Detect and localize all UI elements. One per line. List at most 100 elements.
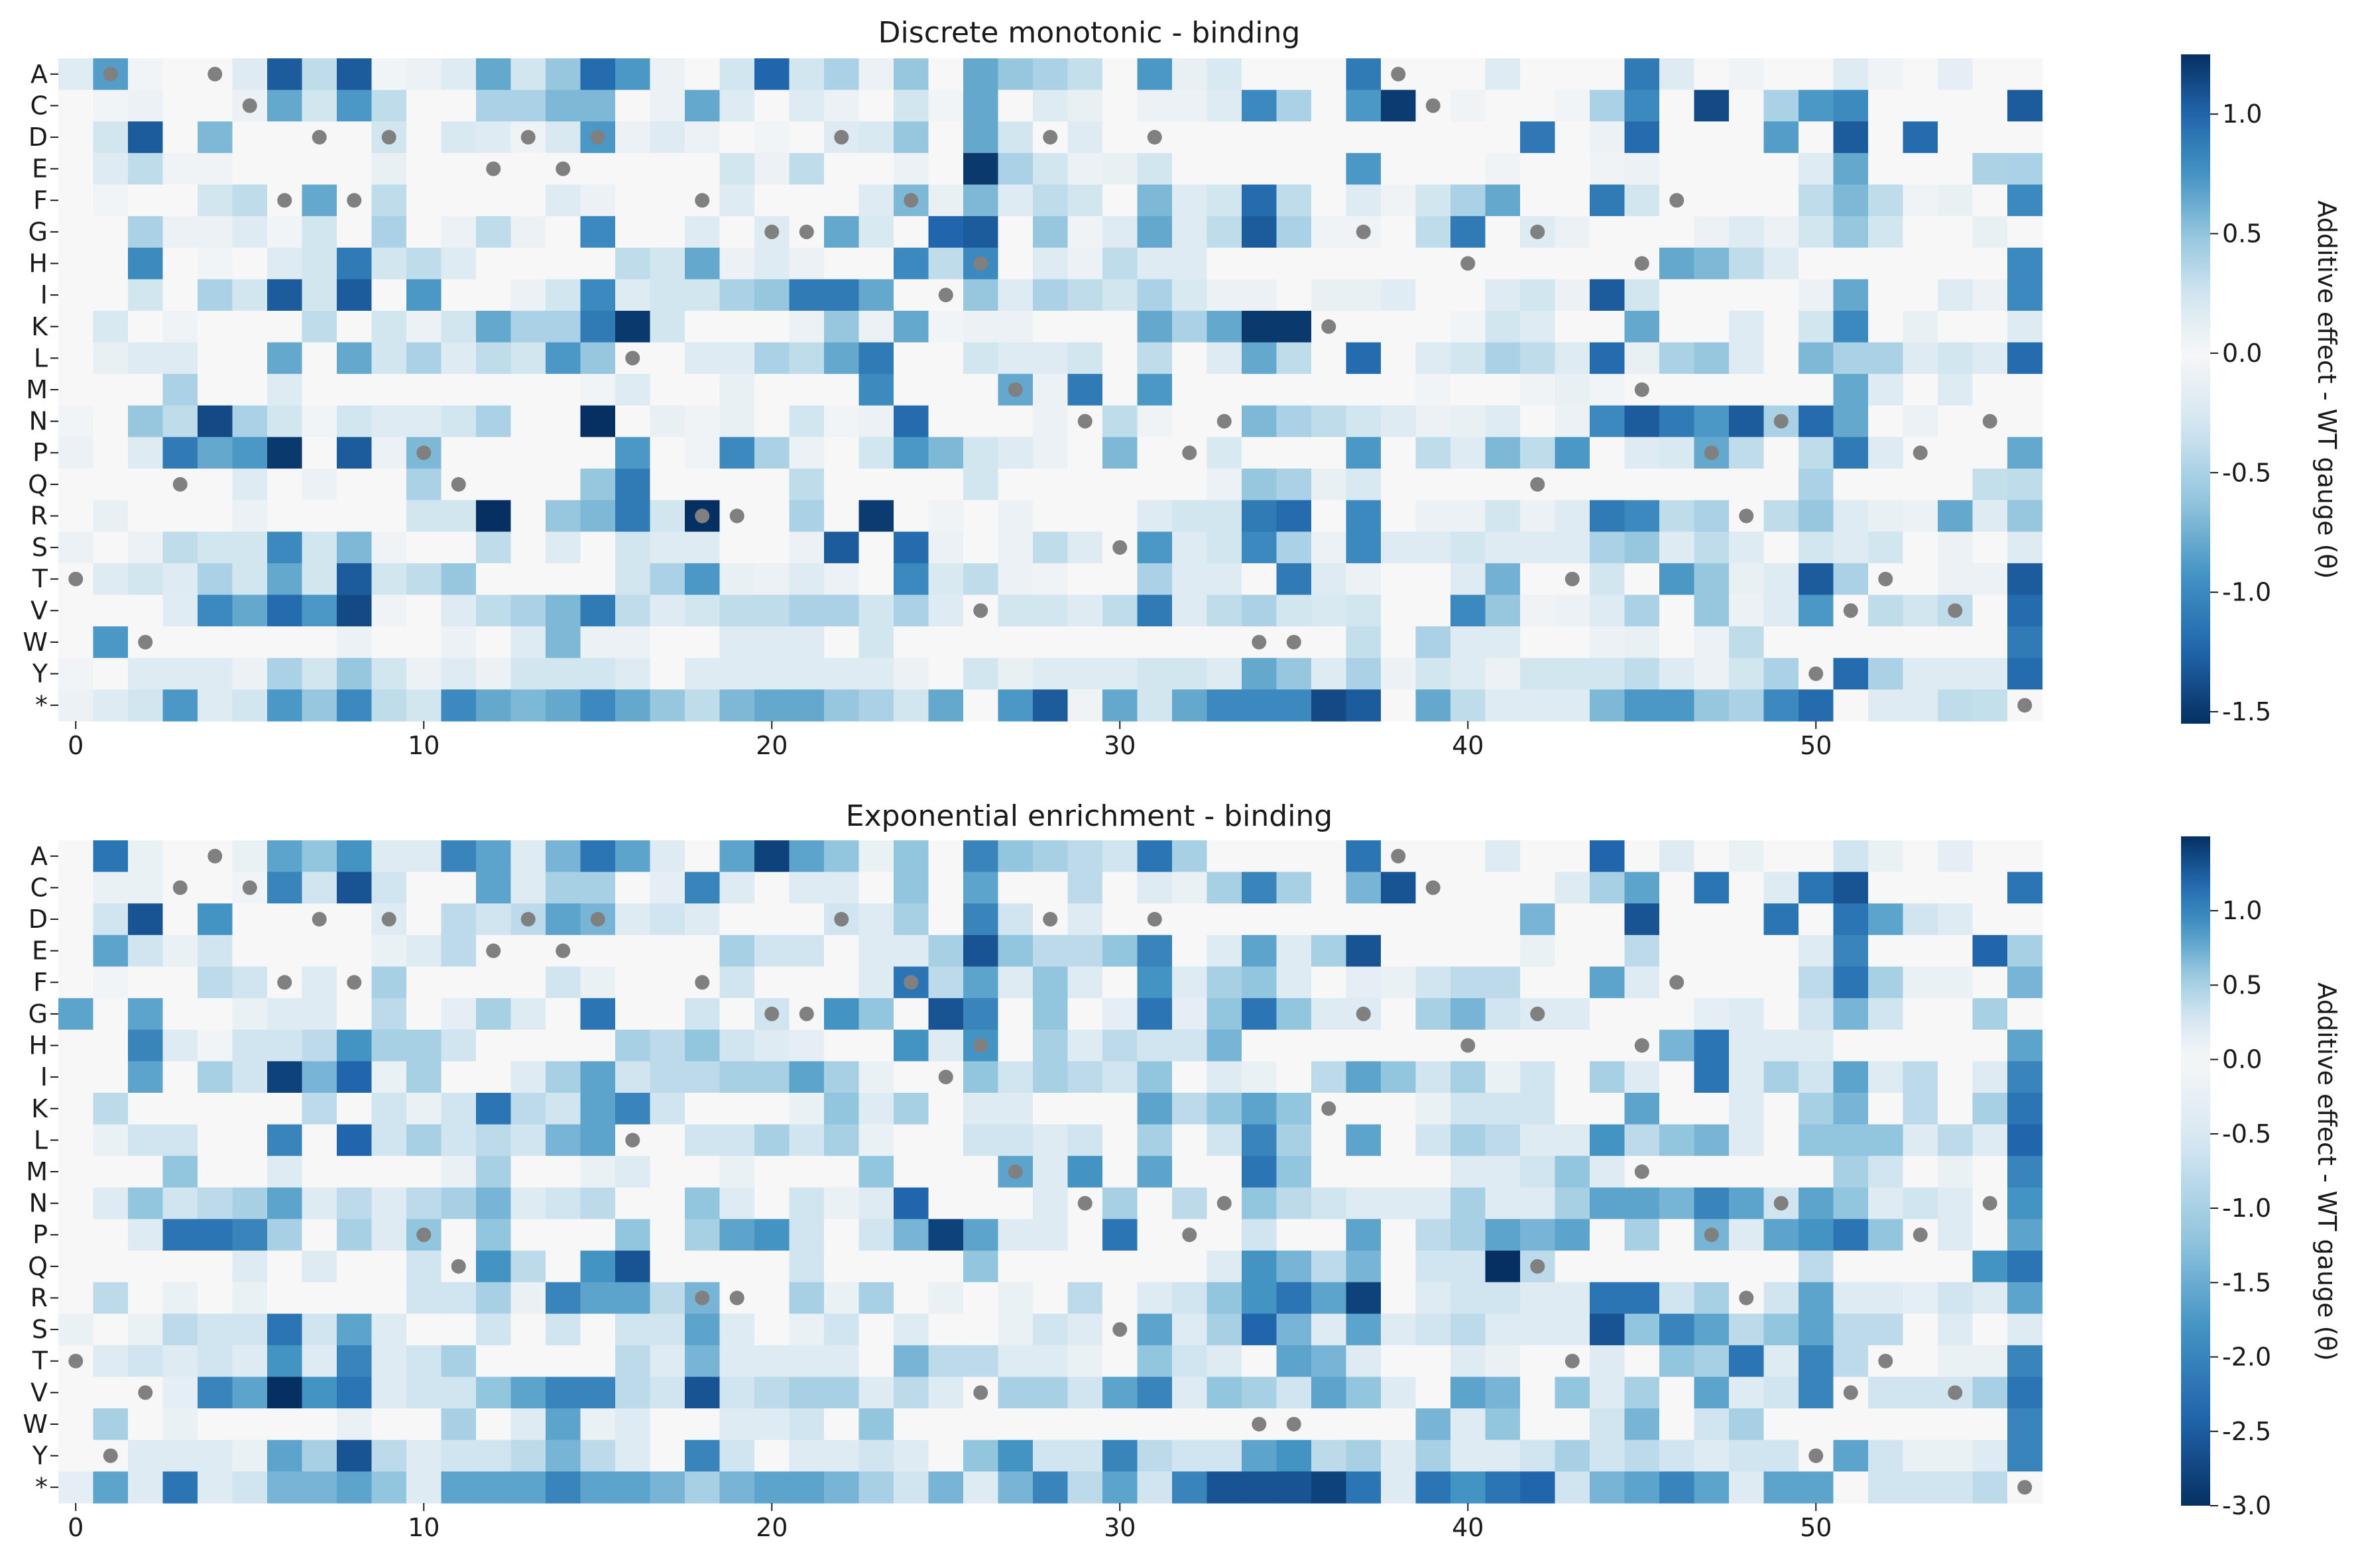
heatmap-cell xyxy=(1659,1092,1695,1125)
heatmap-cell xyxy=(754,374,790,406)
heatmap-cell xyxy=(824,1061,860,1093)
wt-marker xyxy=(973,603,988,618)
heatmap-cell xyxy=(1450,934,1486,968)
heatmap-cell xyxy=(1242,1219,1277,1251)
heatmap-cell xyxy=(858,89,894,122)
heatmap-cell xyxy=(58,1061,94,1093)
heatmap-cell xyxy=(1276,437,1312,469)
heatmap-cell xyxy=(1833,532,1869,564)
heatmap-cell xyxy=(754,247,790,280)
heatmap-cell xyxy=(1694,563,1730,596)
heatmap-cell xyxy=(302,1092,337,1125)
heatmap-cell xyxy=(1207,1219,1242,1251)
heatmap-cell xyxy=(1590,840,1625,873)
heatmap-cell xyxy=(650,405,685,438)
heatmap-cell xyxy=(510,840,546,873)
heatmap-cell xyxy=(824,1282,860,1314)
heatmap-cell xyxy=(510,626,546,659)
heatmap-cell xyxy=(93,1124,129,1156)
heatmap-cell xyxy=(1242,469,1277,501)
heatmap-cell xyxy=(1172,405,1208,438)
heatmap-cell xyxy=(1799,89,1834,122)
heatmap-cell xyxy=(1450,689,1486,722)
heatmap-cell xyxy=(1450,840,1486,873)
heatmap-cell xyxy=(1033,532,1069,564)
heatmap-cell xyxy=(824,89,860,122)
heatmap-cell xyxy=(1102,1187,1138,1220)
heatmap-cell xyxy=(998,279,1033,311)
heatmap-cell xyxy=(1102,1376,1138,1409)
wt-marker xyxy=(138,1385,153,1400)
heatmap-cell xyxy=(128,121,164,154)
heatmap-cell xyxy=(1276,152,1312,186)
heatmap-cell xyxy=(1868,966,1904,999)
y-tick-label: E xyxy=(32,936,48,966)
heatmap-cell xyxy=(510,1282,546,1314)
heatmap-cell xyxy=(650,469,685,501)
heatmap-cell xyxy=(1207,563,1242,596)
heatmap-cell xyxy=(1833,689,1869,722)
heatmap-cell xyxy=(1520,89,1556,122)
heatmap-cell xyxy=(302,840,337,873)
heatmap-cell xyxy=(1137,405,1173,438)
heatmap-cell xyxy=(1799,903,1834,936)
heatmap-cell xyxy=(93,374,129,406)
heatmap-cell xyxy=(546,184,581,217)
heatmap-cell xyxy=(858,121,894,154)
heatmap-cell xyxy=(858,1124,894,1156)
heatmap-cell xyxy=(1276,934,1312,968)
heatmap-cell xyxy=(858,1345,894,1378)
heatmap-cell xyxy=(1381,934,1417,968)
x-axis: 0 10 20 30 40 50 xyxy=(68,721,1832,760)
heatmap-cell xyxy=(1346,1124,1382,1156)
heatmap-cell xyxy=(337,469,373,501)
heatmap-cell xyxy=(2007,1156,2043,1188)
heatmap-cell xyxy=(963,1439,999,1472)
heatmap-cell xyxy=(1520,121,1556,154)
heatmap-cell xyxy=(1381,184,1417,217)
heatmap-cell xyxy=(615,871,651,904)
heatmap-cell xyxy=(789,247,825,280)
colorbar-tick-label: -0.5 xyxy=(2222,1119,2271,1148)
heatmap-cell xyxy=(198,1251,233,1283)
heatmap-cell xyxy=(824,1219,860,1251)
heatmap-cell xyxy=(858,58,894,91)
heatmap-cell xyxy=(1590,247,1625,280)
heatmap-cell xyxy=(1659,840,1695,873)
heatmap-cell xyxy=(2007,1314,2043,1346)
heatmap-cell xyxy=(789,152,825,186)
heatmap-cell xyxy=(2007,563,2043,596)
heatmap-cell xyxy=(1242,1156,1277,1188)
heatmap-cell xyxy=(1938,279,1974,311)
heatmap-cell xyxy=(1903,1124,1938,1156)
colorbar-tick-label: 0.0 xyxy=(2222,1045,2262,1074)
heatmap-cell xyxy=(1555,626,1590,659)
heatmap-cell xyxy=(1903,657,1938,690)
heatmap-cell xyxy=(1137,184,1173,217)
heatmap-cell xyxy=(93,1092,129,1125)
heatmap-cell xyxy=(1485,1376,1521,1409)
heatmap-cell xyxy=(371,1251,407,1283)
heatmap-cell xyxy=(510,1408,546,1441)
heatmap-cell xyxy=(1763,184,1799,217)
heatmap-cell xyxy=(2007,279,2043,311)
heatmap-cell xyxy=(1659,1314,1695,1346)
heatmap-cell xyxy=(998,1251,1033,1283)
heatmap-cell xyxy=(128,405,164,438)
heatmap-cell xyxy=(1346,152,1382,186)
heatmap-cell xyxy=(1763,1282,1799,1314)
heatmap-cell xyxy=(267,563,303,596)
heatmap-cell xyxy=(928,184,964,217)
heatmap-cell xyxy=(1067,657,1103,690)
heatmap-cell xyxy=(1868,1408,1904,1441)
heatmap-cell xyxy=(1207,998,1242,1031)
heatmap-cell xyxy=(1903,1187,1938,1220)
heatmap-cell xyxy=(337,657,373,690)
heatmap-cell xyxy=(371,1156,407,1188)
heatmap-cell xyxy=(162,405,198,438)
heatmap-cell xyxy=(1624,563,1660,596)
wt-marker xyxy=(764,1006,780,1021)
heatmap-cell xyxy=(615,1408,651,1441)
heatmap-cell xyxy=(1276,405,1312,438)
heatmap-cell xyxy=(1659,1219,1695,1251)
